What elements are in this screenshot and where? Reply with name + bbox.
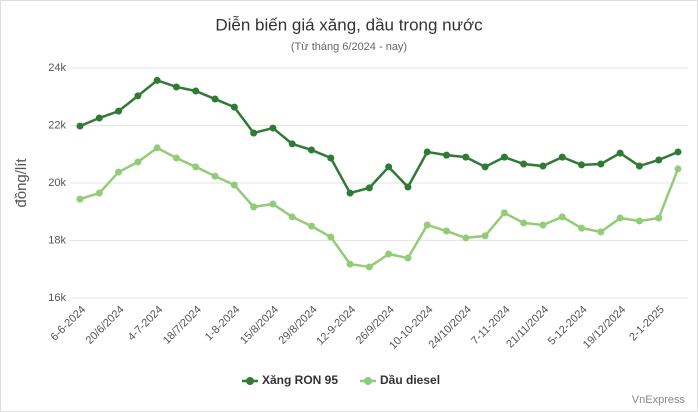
point: [539, 162, 547, 170]
point: [404, 183, 412, 191]
point: [674, 148, 682, 156]
point: [327, 154, 335, 162]
point: [95, 114, 103, 122]
point: [269, 124, 277, 132]
point: [327, 233, 335, 241]
point: [211, 95, 219, 103]
point: [365, 184, 373, 192]
y-tick-label: 20k: [48, 177, 66, 189]
point: [134, 92, 142, 100]
point: [655, 214, 663, 222]
point: [288, 140, 296, 148]
point: [385, 250, 393, 258]
y-axis-label: đồng/lít: [13, 158, 30, 208]
y-tick-label: 16k: [48, 292, 66, 304]
point: [115, 168, 123, 176]
point: [346, 189, 354, 197]
point: [443, 151, 451, 159]
point: [500, 153, 508, 161]
point: [192, 163, 200, 171]
point: [423, 148, 431, 156]
chart-title: Diễn biến giá xăng, dầu trong nước: [215, 15, 483, 34]
point: [635, 162, 643, 170]
point: [192, 87, 200, 95]
legend-label: Xăng RON 95: [262, 373, 338, 387]
point: [443, 227, 451, 235]
point: [250, 129, 258, 137]
series-line: [79, 146, 680, 269]
point: [462, 153, 470, 161]
point: [423, 221, 431, 229]
point: [578, 161, 586, 169]
point: [578, 224, 586, 232]
chart-subtitle: (Từ tháng 6/2024 - nay): [291, 41, 407, 53]
source: VnExpress: [632, 394, 686, 406]
point: [481, 232, 489, 240]
y-tick-label: 22k: [48, 119, 66, 131]
point: [230, 181, 238, 189]
y-tick-label: 24k: [48, 62, 66, 74]
point: [597, 160, 605, 168]
point: [674, 165, 682, 173]
point: [616, 214, 624, 222]
point: [307, 146, 315, 154]
point: [95, 189, 103, 197]
point: [172, 83, 180, 91]
point: [250, 203, 258, 211]
point: [404, 254, 412, 262]
point: [481, 163, 489, 171]
point: [500, 209, 508, 217]
point: [558, 153, 566, 161]
point: [288, 213, 296, 221]
legend-label: Dầu diesel: [380, 373, 440, 387]
point: [76, 122, 84, 130]
point: [211, 172, 219, 180]
point: [269, 200, 277, 208]
point: [558, 213, 566, 221]
point: [597, 228, 605, 236]
point: [365, 263, 373, 271]
point: [635, 217, 643, 225]
point: [307, 222, 315, 230]
point: [346, 260, 354, 268]
legend-marker: [364, 377, 372, 385]
point: [655, 156, 663, 164]
point: [520, 160, 528, 168]
point: [172, 154, 180, 162]
point: [520, 219, 528, 227]
point: [230, 103, 238, 111]
y-tick-label: 18k: [48, 234, 66, 246]
point: [616, 149, 624, 157]
point: [76, 195, 84, 203]
legend-marker: [246, 377, 254, 385]
point: [153, 76, 161, 84]
point: [462, 234, 470, 242]
point: [134, 158, 142, 166]
point: [539, 221, 547, 229]
point: [153, 144, 161, 152]
point: [385, 163, 393, 171]
point: [115, 107, 123, 115]
